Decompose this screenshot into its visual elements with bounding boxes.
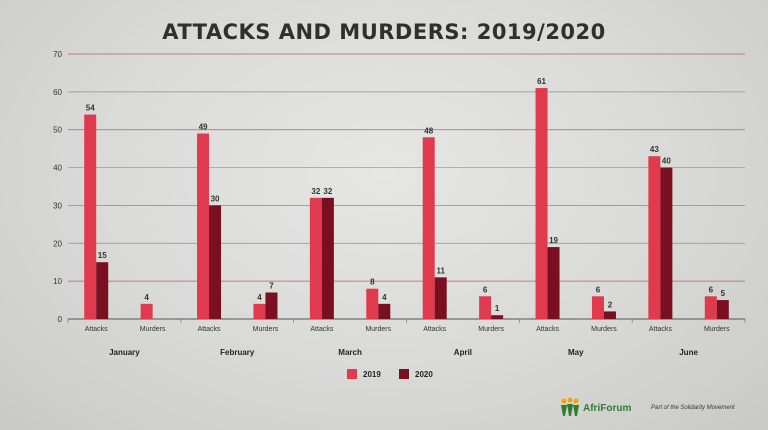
data-label: 61 [537, 77, 546, 86]
y-tick-label: 10 [53, 277, 62, 286]
bar-2019-march-murders [366, 288, 379, 319]
x-sub-label: Murders [140, 326, 166, 333]
x-sub-label: Murders [704, 326, 730, 333]
y-tick-label: 0 [58, 315, 63, 324]
x-sub-label: Attacks [310, 326, 333, 333]
bar-2020-june-attacks [660, 167, 673, 319]
y-tick-label: 30 [53, 201, 62, 210]
legend-swatch-2020 [399, 369, 409, 379]
x-sub-label: Murders [478, 326, 504, 333]
month-label: May [568, 348, 584, 357]
data-label: 48 [424, 126, 433, 135]
x-sub-label: Attacks [85, 326, 108, 333]
chart-title: ATTACKS AND MURDERS: 2019/2020 [162, 20, 606, 44]
data-label: 7 [269, 282, 274, 291]
month-label: April [454, 348, 472, 357]
legend-label-2020: 2020 [415, 370, 433, 379]
bar-2019-january-attacks [84, 114, 97, 319]
bar-2020-may-murders [603, 311, 616, 319]
data-label: 40 [662, 157, 671, 166]
bar-2020-march-murders [378, 303, 391, 319]
y-tick-label: 40 [53, 164, 62, 173]
y-tick-label: 50 [53, 126, 62, 135]
bar-2019-april-murders [479, 296, 492, 319]
x-sub-label: Murders [253, 326, 279, 333]
legend-label-2019: 2019 [363, 370, 381, 379]
bar-2019-march-attacks [309, 197, 322, 319]
data-label: 32 [323, 187, 332, 196]
data-label: 4 [257, 293, 262, 302]
data-label: 6 [483, 285, 488, 294]
bar-2020-april-attacks [434, 277, 447, 319]
x-sub-label: Murders [365, 326, 391, 333]
y-tick-label: 70 [53, 50, 62, 59]
bar-2019-february-murders [253, 303, 266, 319]
x-sub-label: Attacks [423, 326, 446, 333]
bar-2019-june-attacks [648, 156, 661, 319]
bar-2020-february-murders [265, 292, 278, 319]
month-label: February [220, 348, 255, 357]
data-label: 4 [144, 293, 149, 302]
brand-name: AfriForum [583, 403, 632, 414]
bar-2019-january-murders [140, 303, 153, 319]
x-sub-label: Attacks [649, 326, 672, 333]
month-label: January [109, 348, 140, 357]
x-sub-label: Attacks [536, 326, 559, 333]
data-label: 6 [596, 285, 601, 294]
data-label: 11 [436, 266, 445, 275]
y-tick-label: 60 [53, 88, 62, 97]
brand-tagline: Part of the Solidarity Movement [651, 405, 735, 411]
bar-2020-may-attacks [547, 247, 560, 319]
afriforum-logo-icon [558, 396, 638, 420]
bar-2020-april-murders [491, 315, 504, 319]
bar-2020-june-murders [716, 300, 729, 319]
y-tick-label: 20 [53, 239, 62, 248]
data-label: 1 [495, 304, 500, 313]
data-label: 54 [86, 104, 95, 113]
bar-2019-may-attacks [535, 88, 548, 319]
data-label: 5 [721, 289, 726, 298]
data-label: 19 [549, 236, 558, 245]
month-label: March [338, 348, 362, 357]
data-label: 30 [211, 194, 220, 203]
data-label: 43 [650, 145, 659, 154]
x-sub-label: Attacks [198, 326, 221, 333]
data-label: 2 [608, 300, 613, 309]
x-sub-label: Murders [591, 326, 617, 333]
legend-swatch-2019 [347, 369, 357, 379]
data-label: 32 [311, 187, 320, 196]
bar-2020-march-attacks [321, 197, 334, 319]
bar-2020-february-attacks [209, 205, 222, 319]
bar-2019-june-murders [704, 296, 717, 319]
data-label: 15 [98, 251, 107, 260]
bar-2019-may-murders [591, 296, 604, 319]
data-label: 6 [709, 285, 714, 294]
bar-2019-february-attacks [197, 133, 210, 319]
month-label: June [679, 348, 698, 357]
bar-2020-january-attacks [96, 262, 109, 319]
data-label: 4 [382, 293, 387, 302]
data-label: 8 [370, 278, 375, 287]
bar-2019-april-attacks [422, 137, 435, 319]
data-label: 49 [199, 123, 208, 132]
